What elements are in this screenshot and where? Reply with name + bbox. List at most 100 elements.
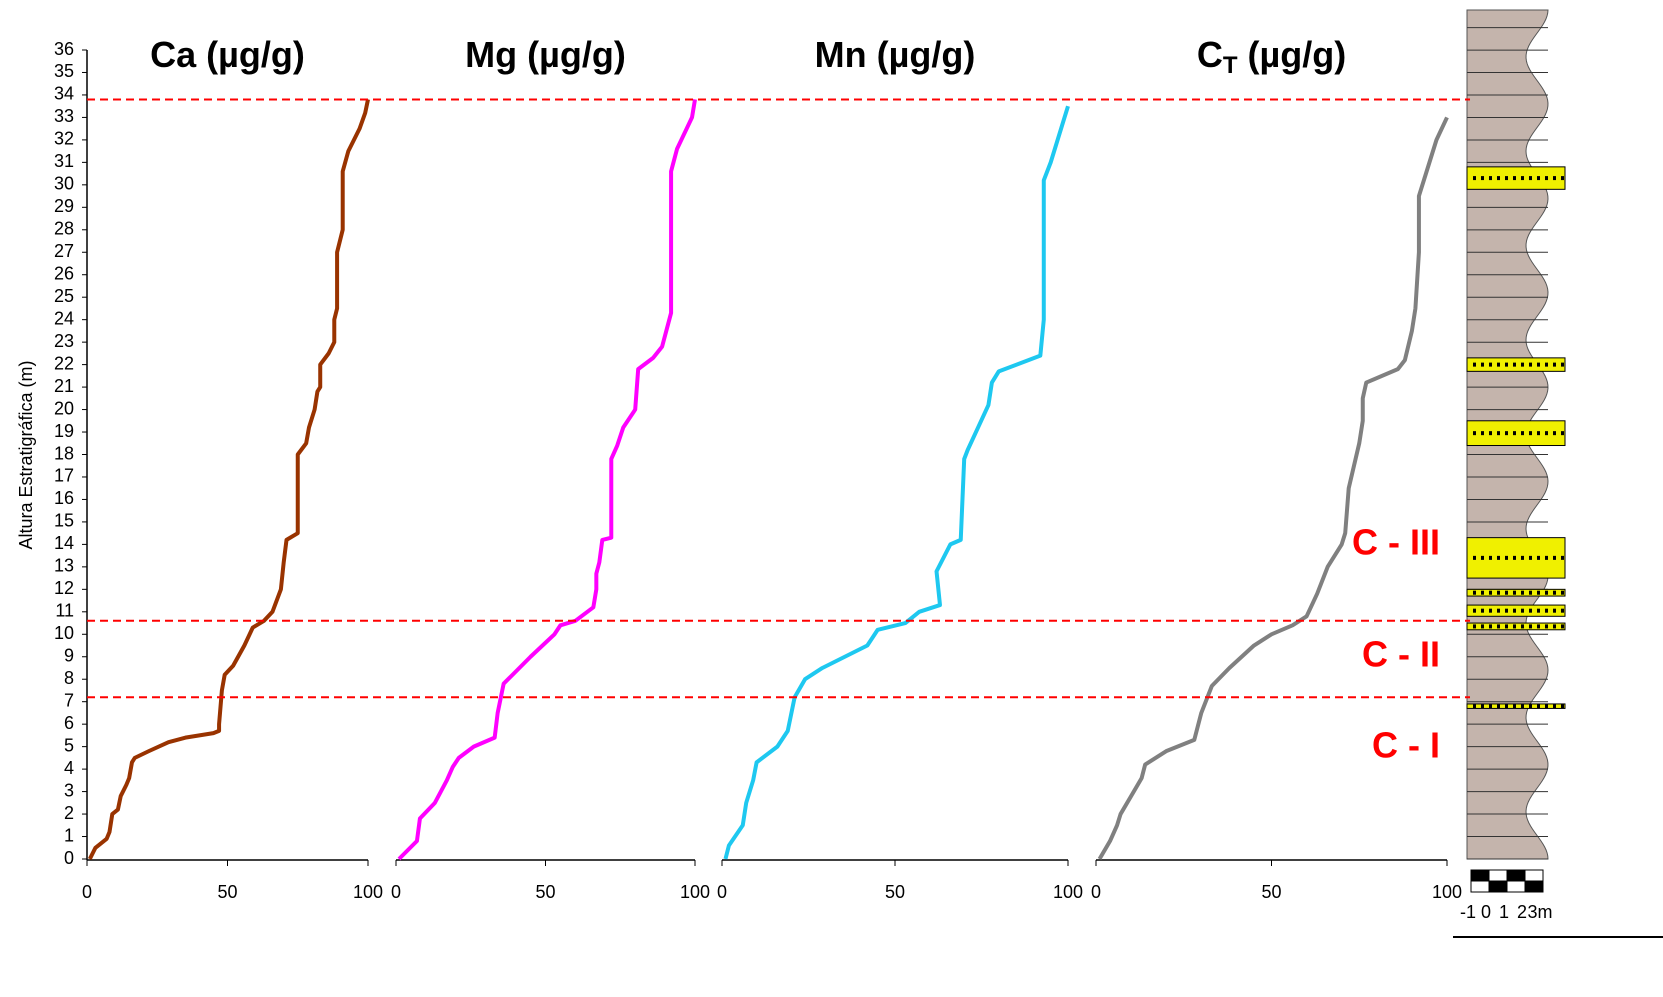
bed-dot <box>1505 431 1508 436</box>
y-tick-label: 7 <box>64 690 74 710</box>
interval-label: C - III <box>1352 522 1440 563</box>
bed-dot <box>1537 624 1540 629</box>
y-tick-label: 34 <box>54 84 74 104</box>
bed-dot <box>1489 704 1492 709</box>
x-tick-label: 0 <box>1091 882 1101 902</box>
y-tick-label: 29 <box>54 196 74 216</box>
bed-dot <box>1529 555 1532 560</box>
bed-dot <box>1481 590 1484 595</box>
bed-dot <box>1545 431 1548 436</box>
bed-dot <box>1489 431 1492 436</box>
bed-dot <box>1473 590 1476 595</box>
scale-cell <box>1506 869 1526 882</box>
bed-dot <box>1537 362 1540 367</box>
panel-title: Ca (µg/g) <box>150 34 305 75</box>
bed-dot <box>1545 590 1548 595</box>
bed-dot <box>1489 608 1492 613</box>
y-tick-label: 13 <box>54 556 74 576</box>
bed-dot <box>1513 704 1516 709</box>
y-tick-label: 22 <box>54 353 74 373</box>
y-tick-label: 32 <box>54 129 74 149</box>
bed-dot <box>1553 590 1556 595</box>
bed-dot <box>1553 704 1556 709</box>
y-tick-label: 1 <box>64 825 74 845</box>
y-tick-label: 18 <box>54 443 74 463</box>
scale-cell <box>1488 880 1508 893</box>
x-tick-label: 50 <box>1261 882 1281 902</box>
title-part: C <box>1197 34 1223 75</box>
y-tick-label: 15 <box>54 511 74 531</box>
scale-bar: -1 0 1 2 3m <box>1460 869 1553 922</box>
y-tick-label: 3 <box>64 780 74 800</box>
bed-dot <box>1481 555 1484 560</box>
y-tick-label: 31 <box>54 151 74 171</box>
x-tick-label: 100 <box>1432 882 1462 902</box>
panel-title: Mg (µg/g) <box>465 34 626 75</box>
bed-dot <box>1561 555 1564 560</box>
data-line <box>397 99 697 861</box>
y-tick-label: 0 <box>64 848 74 868</box>
title-part: Mn (µg/g) <box>815 34 976 75</box>
scale-cell <box>1488 869 1508 882</box>
bed-dot <box>1521 431 1524 436</box>
y-tick-label: 10 <box>54 623 74 643</box>
bed-dot <box>1545 624 1548 629</box>
bed-dot <box>1481 176 1484 181</box>
bed-dot <box>1529 608 1532 613</box>
bed-dot <box>1545 362 1548 367</box>
x-tick-label: 0 <box>717 882 727 902</box>
bed-dot <box>1529 176 1532 181</box>
scale-label: 2 <box>1517 902 1527 922</box>
bed-dot <box>1561 431 1564 436</box>
y-tick-label: 23 <box>54 331 74 351</box>
bed-dot <box>1497 431 1500 436</box>
bed-dot <box>1521 608 1524 613</box>
bed-dot <box>1553 608 1556 613</box>
bed-dot <box>1481 704 1484 709</box>
y-tick-label: 20 <box>54 398 74 418</box>
bed-dot <box>1505 362 1508 367</box>
data-line <box>88 99 370 860</box>
bed-dot <box>1473 704 1476 709</box>
bed-dot <box>1545 608 1548 613</box>
bed-dot <box>1505 608 1508 613</box>
y-tick-label: 11 <box>55 601 74 621</box>
bed-dot <box>1473 431 1476 436</box>
x-tick-label: 0 <box>391 882 401 902</box>
bed-dot <box>1521 590 1524 595</box>
bed-dot <box>1481 624 1484 629</box>
interval-label: C - II <box>1362 634 1440 675</box>
bed-dot <box>1505 176 1508 181</box>
x-tick-label: 100 <box>680 882 710 902</box>
title-part: (µg/g) <box>1237 34 1346 75</box>
bed-dot <box>1473 608 1476 613</box>
bed-dot <box>1553 624 1556 629</box>
scale-label: -1 <box>1460 902 1476 922</box>
interval-label: C - I <box>1372 725 1440 766</box>
bed-dot <box>1497 362 1500 367</box>
bed-dot <box>1513 608 1516 613</box>
y-tick-label: 2 <box>64 803 74 823</box>
bed-dot <box>1521 362 1524 367</box>
y-tick-label: 12 <box>54 578 74 598</box>
y-tick-label: 26 <box>54 263 74 283</box>
y-tick-label: 25 <box>54 286 74 306</box>
bed-dot <box>1537 555 1540 560</box>
y-tick-label: 33 <box>54 106 74 126</box>
y-axis-label: Altura Estratigráfica (m) <box>16 360 36 549</box>
y-tick-label: 21 <box>54 376 74 396</box>
y-tick-label: 24 <box>54 308 74 328</box>
x-tick-label: 50 <box>217 882 237 902</box>
y-tick-label: 14 <box>54 533 74 553</box>
bed-dot <box>1545 176 1548 181</box>
bed-dot <box>1473 555 1476 560</box>
bed-dot <box>1553 431 1556 436</box>
y-tick-label: 19 <box>54 421 74 441</box>
bed-dot <box>1521 624 1524 629</box>
bed-dot <box>1561 362 1564 367</box>
data-line <box>1097 116 1449 861</box>
bed-dot <box>1473 176 1476 181</box>
bed-dot <box>1481 362 1484 367</box>
scale-label: 1 <box>1499 902 1509 922</box>
bed-dot <box>1473 362 1476 367</box>
